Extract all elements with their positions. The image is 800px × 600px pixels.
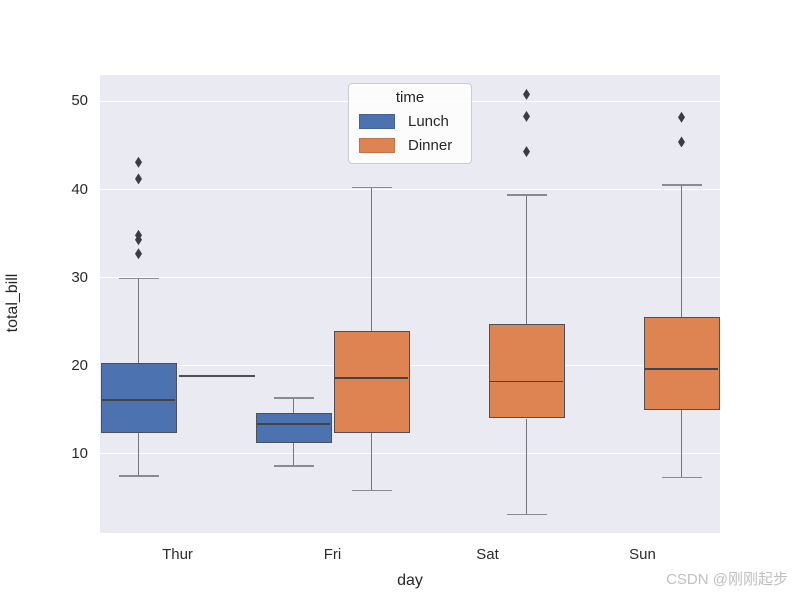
lower-whisker-sat-dinner bbox=[525, 418, 528, 515]
y-tick-label-10: 10 bbox=[71, 444, 88, 462]
box-sun-dinner bbox=[643, 317, 720, 410]
outlier-point-thur-lunch-3 bbox=[135, 173, 142, 185]
median-line-sun-dinner bbox=[645, 368, 718, 370]
outlier-point-thur-lunch-4 bbox=[135, 156, 142, 168]
upper-whisker-sun-dinner bbox=[680, 185, 683, 318]
outlier-point-sat-dinner-2 bbox=[523, 88, 530, 100]
lower-whisker-sun-dinner bbox=[680, 409, 683, 478]
legend-label-lunch: Lunch bbox=[408, 113, 449, 130]
upper-cap-fri-lunch bbox=[273, 397, 314, 399]
gridline-10 bbox=[100, 452, 720, 455]
lower-cap-sun-dinner bbox=[661, 476, 702, 479]
x-tick-label-sun: Sun bbox=[629, 546, 656, 563]
x-tick-label-sat: Sat bbox=[476, 546, 499, 563]
lunch-color-swatch bbox=[359, 114, 395, 129]
gridline-20 bbox=[100, 364, 720, 367]
box-thur-lunch bbox=[100, 363, 177, 433]
lower-cap-fri-lunch bbox=[273, 465, 314, 467]
upper-whisker-thur-lunch bbox=[137, 278, 140, 363]
outlier-point-sat-dinner-1 bbox=[523, 110, 530, 122]
median-line-thur-lunch bbox=[102, 399, 175, 401]
y-tick-label-40: 40 bbox=[71, 180, 88, 198]
upper-whisker-fri-dinner bbox=[370, 187, 373, 332]
lower-whisker-fri-lunch bbox=[292, 443, 295, 467]
legend-title: time bbox=[395, 89, 425, 106]
upper-cap-sat-dinner bbox=[506, 194, 547, 196]
y-tick-label-30: 30 bbox=[71, 268, 88, 286]
legend-entry-lunch: Lunch bbox=[359, 113, 461, 130]
y-tick-label-20: 20 bbox=[71, 356, 88, 374]
outlier-point-thur-lunch-2 bbox=[135, 229, 142, 241]
outlier-point-sun-dinner-0 bbox=[678, 136, 685, 148]
lower-cap-sat-dinner bbox=[506, 513, 547, 516]
box-sat-dinner bbox=[488, 324, 565, 419]
legend-label-dinner: Dinner bbox=[408, 137, 453, 154]
outlier-point-sun-dinner-1 bbox=[678, 111, 685, 123]
gridline-30 bbox=[100, 276, 720, 279]
box-fri-dinner bbox=[333, 331, 410, 433]
median-line-fri-dinner bbox=[335, 377, 408, 379]
x-tick-label-fri: Fri bbox=[323, 546, 342, 563]
upper-cap-fri-dinner bbox=[351, 186, 392, 189]
legend-entry-dinner: Dinner bbox=[359, 137, 461, 154]
upper-cap-sun-dinner bbox=[661, 184, 702, 186]
lower-cap-fri-dinner bbox=[351, 489, 392, 492]
lower-whisker-thur-lunch bbox=[137, 432, 140, 476]
outlier-point-sat-dinner-0 bbox=[523, 146, 530, 158]
x-tick-label-thur: Thur bbox=[162, 546, 193, 563]
lower-whisker-fri-dinner bbox=[370, 432, 373, 491]
upper-cap-thur-lunch bbox=[118, 277, 159, 280]
box-fri-lunch bbox=[255, 413, 332, 444]
watermark: CSDN @刚刚起步 bbox=[666, 571, 788, 588]
legend: time Lunch Dinner bbox=[348, 83, 472, 164]
y-tick-label-50: 50 bbox=[71, 92, 88, 110]
dinner-color-swatch bbox=[359, 138, 395, 153]
median-line-sat-dinner bbox=[490, 380, 563, 383]
single-observation-line-thur-dinner bbox=[178, 375, 255, 378]
gridline-40 bbox=[100, 188, 720, 191]
median-line-fri-lunch bbox=[257, 422, 330, 425]
outlier-point-thur-lunch-0 bbox=[135, 248, 142, 260]
upper-whisker-sat-dinner bbox=[525, 194, 528, 325]
x-axis-label: day bbox=[397, 572, 423, 589]
upper-whisker-fri-lunch bbox=[292, 398, 295, 414]
lower-cap-thur-lunch bbox=[118, 475, 159, 477]
